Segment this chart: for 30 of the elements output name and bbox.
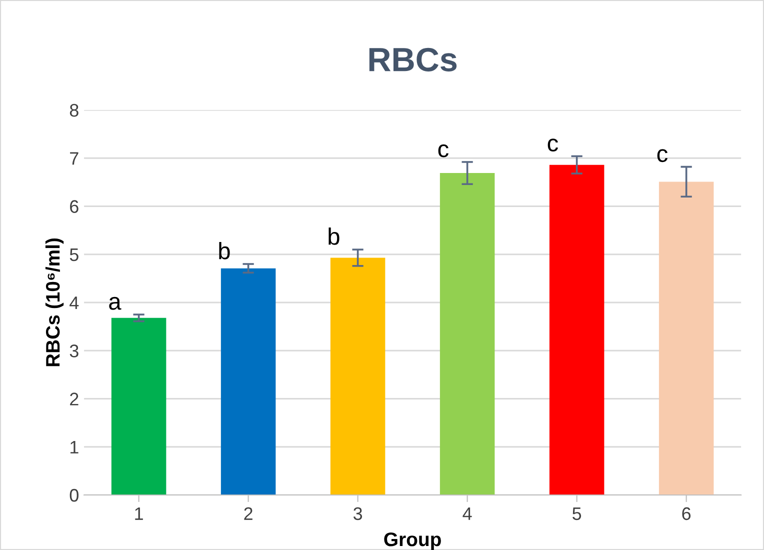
chart-title: RBCs (369, 48, 457, 72)
y-tick-label: 3 (70, 344, 78, 358)
y-tick-label: 8 (70, 104, 78, 117)
bar (330, 258, 386, 495)
y-tick-label: 0 (70, 488, 78, 502)
bar (549, 164, 604, 495)
y-axis-title: RBCs (10⁶/ml) (45, 238, 64, 366)
x-tick-label: 1 (135, 507, 143, 520)
y-tick-label: 6 (70, 200, 78, 213)
annotation: c (438, 144, 448, 158)
annotation: b (328, 228, 340, 245)
x-tick-label: 3 (353, 507, 362, 520)
annotation: b (219, 242, 230, 260)
y-tick-label: 7 (70, 152, 78, 165)
bar (440, 173, 495, 495)
x-axis-title: Group (384, 532, 441, 550)
bar (220, 268, 276, 495)
annotation: c (657, 149, 668, 162)
x-tick-label: 5 (572, 507, 582, 520)
y-tick-label: 2 (70, 392, 78, 406)
annotation: a (109, 296, 122, 310)
y-tick-label: 5 (70, 248, 78, 262)
x-tick-label: 6 (682, 507, 691, 520)
y-tick-label: 1 (70, 440, 78, 454)
y-tick-label: 4 (70, 296, 79, 310)
bar (658, 182, 714, 495)
x-tick-label: 2 (244, 507, 252, 520)
bar (111, 318, 166, 495)
x-tick-label: 4 (462, 507, 472, 520)
annotation: c (548, 138, 558, 152)
